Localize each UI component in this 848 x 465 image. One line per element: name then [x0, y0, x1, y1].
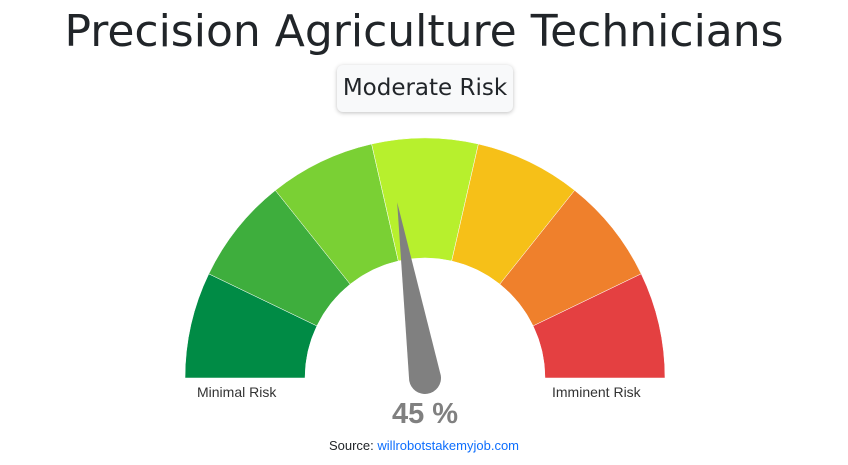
- gauge-min-label: Minimal Risk: [197, 384, 277, 400]
- gauge-needle-group: [397, 202, 441, 394]
- page-title: Precision Agriculture Technicians: [64, 6, 784, 57]
- gauge-needle: [397, 202, 441, 394]
- source-line: Source: willrobotstakemyjob.com: [0, 438, 848, 453]
- gauge-max-label: Imminent Risk: [552, 384, 641, 400]
- gauge-value-readout: 45 %: [391, 398, 459, 430]
- risk-level-badge: Moderate Risk: [337, 65, 513, 112]
- source-link[interactable]: willrobotstakemyjob.com: [377, 438, 520, 453]
- gauge-bands: [184, 137, 666, 379]
- source-prefix: Source:: [328, 438, 374, 453]
- gauge-band-7: [532, 273, 666, 379]
